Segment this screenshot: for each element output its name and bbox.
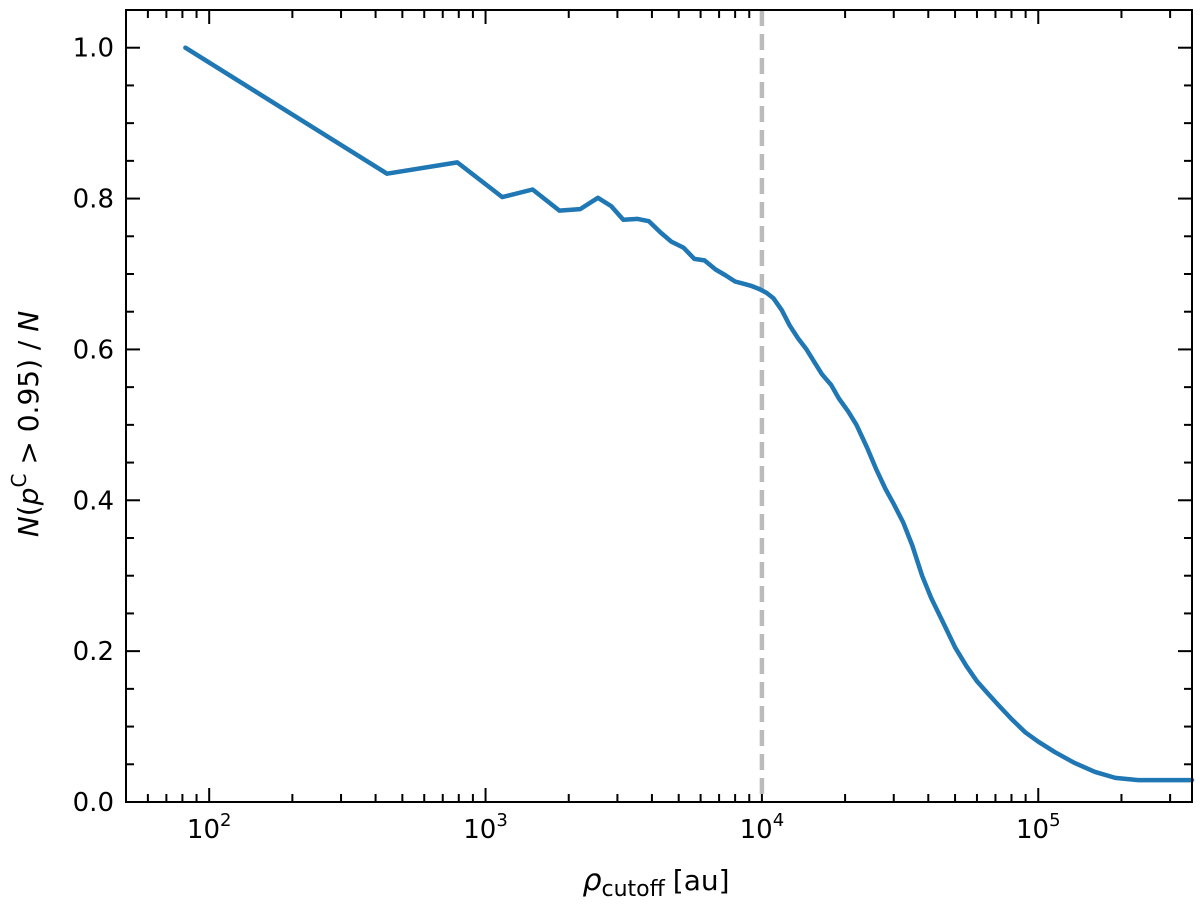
x-tick-labels: 102 103 104 105 <box>187 810 1061 845</box>
y-axis-label: N(pC > 0.95) / N <box>7 311 45 537</box>
x-tick-label: 105 <box>1016 810 1061 845</box>
x-tick-label: 102 <box>187 810 232 845</box>
x-tick-label: 103 <box>463 810 508 845</box>
y-tick-label: 1.0 <box>73 34 114 64</box>
y-tick-label: 0.4 <box>73 486 114 516</box>
x-axis-label: ρcutoff [au] <box>582 863 729 902</box>
y-tick-label: 0.2 <box>73 637 114 667</box>
axis-ticks <box>125 9 1192 803</box>
y-tick-label: 0.8 <box>73 185 114 215</box>
x-tick-label: 104 <box>740 810 785 845</box>
y-tick-labels: 0.0 0.2 0.4 0.6 0.8 1.0 <box>73 34 114 818</box>
y-tick-label: 0.6 <box>73 335 114 365</box>
series-line <box>183 45 1195 783</box>
plot-frame <box>125 9 1193 803</box>
y-tick-label: 0.0 <box>73 788 114 818</box>
